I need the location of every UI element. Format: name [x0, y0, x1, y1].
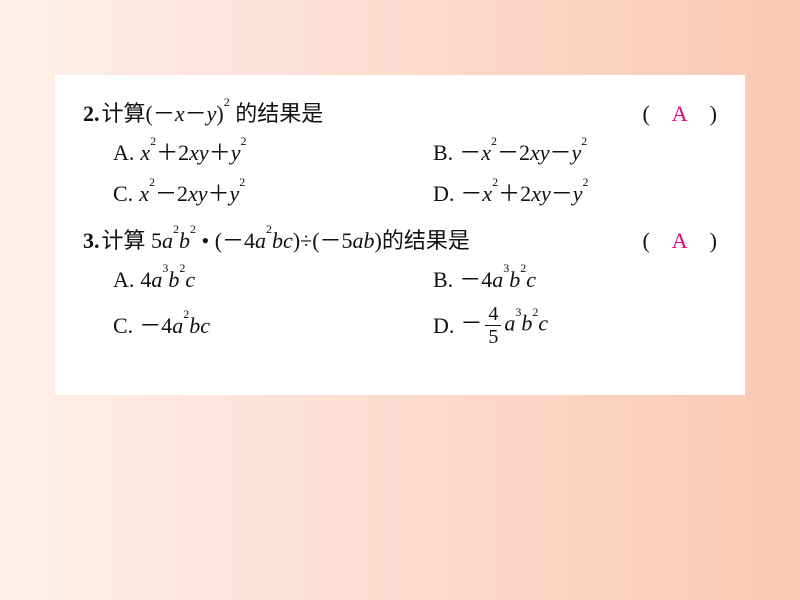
stem-suffix: 的结果是: [382, 228, 470, 253]
option-label: B.: [433, 136, 453, 169]
option-d: D. －x2＋2xy－y2: [433, 177, 717, 210]
option-math: 4a3b2c: [140, 263, 195, 296]
option-math: －45a3b2c: [460, 304, 548, 347]
option-label: C.: [113, 309, 133, 342]
option-label: C.: [113, 177, 133, 210]
question-2-options: A. x2＋2xy＋y2 B. －x2－2xy－y2 C. x2－2xy＋y2 …: [113, 136, 717, 210]
stem-math: (－x－y)2: [146, 101, 230, 126]
question-card: 2. 计算(－x－y)2 的结果是 ( A ) A. x2＋2xy＋y2 B. …: [55, 75, 745, 395]
option-c: C. x2－2xy＋y2: [113, 177, 433, 210]
option-math: x2－2xy＋y2: [139, 177, 245, 210]
stem-suffix: 的结果是: [230, 101, 324, 126]
option-math: －4a2bc: [139, 309, 210, 342]
option-label: D.: [433, 309, 454, 342]
answer-paren: ( A ): [642, 224, 717, 257]
answer-letter: A: [672, 101, 688, 126]
option-math: －4a3b2c: [459, 263, 536, 296]
option-c: C. －4a2bc: [113, 304, 433, 347]
option-a: A. 4a3b2c: [113, 263, 433, 296]
option-math: －x2＋2xy－y2: [460, 177, 588, 210]
option-a: A. x2＋2xy＋y2: [113, 136, 433, 169]
option-label: A.: [113, 263, 134, 296]
option-math: －x2－2xy－y2: [459, 136, 587, 169]
question-2-line: 2. 计算(－x－y)2 的结果是 ( A ): [83, 97, 717, 130]
stem-text: 计算: [102, 228, 152, 253]
option-d: D. －45a3b2c: [433, 304, 717, 347]
question-3-options: A. 4a3b2c B. －4a3b2c C. －4a2bc D. －45a3b…: [113, 263, 717, 347]
question-stem: 计算 5a2b2 • (－4a2bc)÷(－5ab)的结果是: [102, 224, 643, 257]
option-label: D.: [433, 177, 454, 210]
stem-text: 计算: [102, 101, 146, 126]
question-number: 3.: [83, 224, 100, 257]
answer-letter: A: [672, 228, 688, 253]
question-3-line: 3. 计算 5a2b2 • (－4a2bc)÷(－5ab)的结果是 ( A ): [83, 224, 717, 257]
option-label: A.: [113, 136, 134, 169]
question-number: 2.: [83, 97, 100, 130]
question-stem: 计算(－x－y)2 的结果是: [102, 97, 643, 130]
fraction: 45: [485, 304, 501, 347]
option-b: B. －4a3b2c: [433, 263, 717, 296]
stem-math: 5a2b2 • (－4a2bc)÷(－5ab): [151, 228, 382, 253]
answer-paren: ( A ): [642, 97, 717, 130]
option-label: B.: [433, 263, 453, 296]
option-b: B. －x2－2xy－y2: [433, 136, 717, 169]
option-math: x2＋2xy＋y2: [140, 136, 246, 169]
